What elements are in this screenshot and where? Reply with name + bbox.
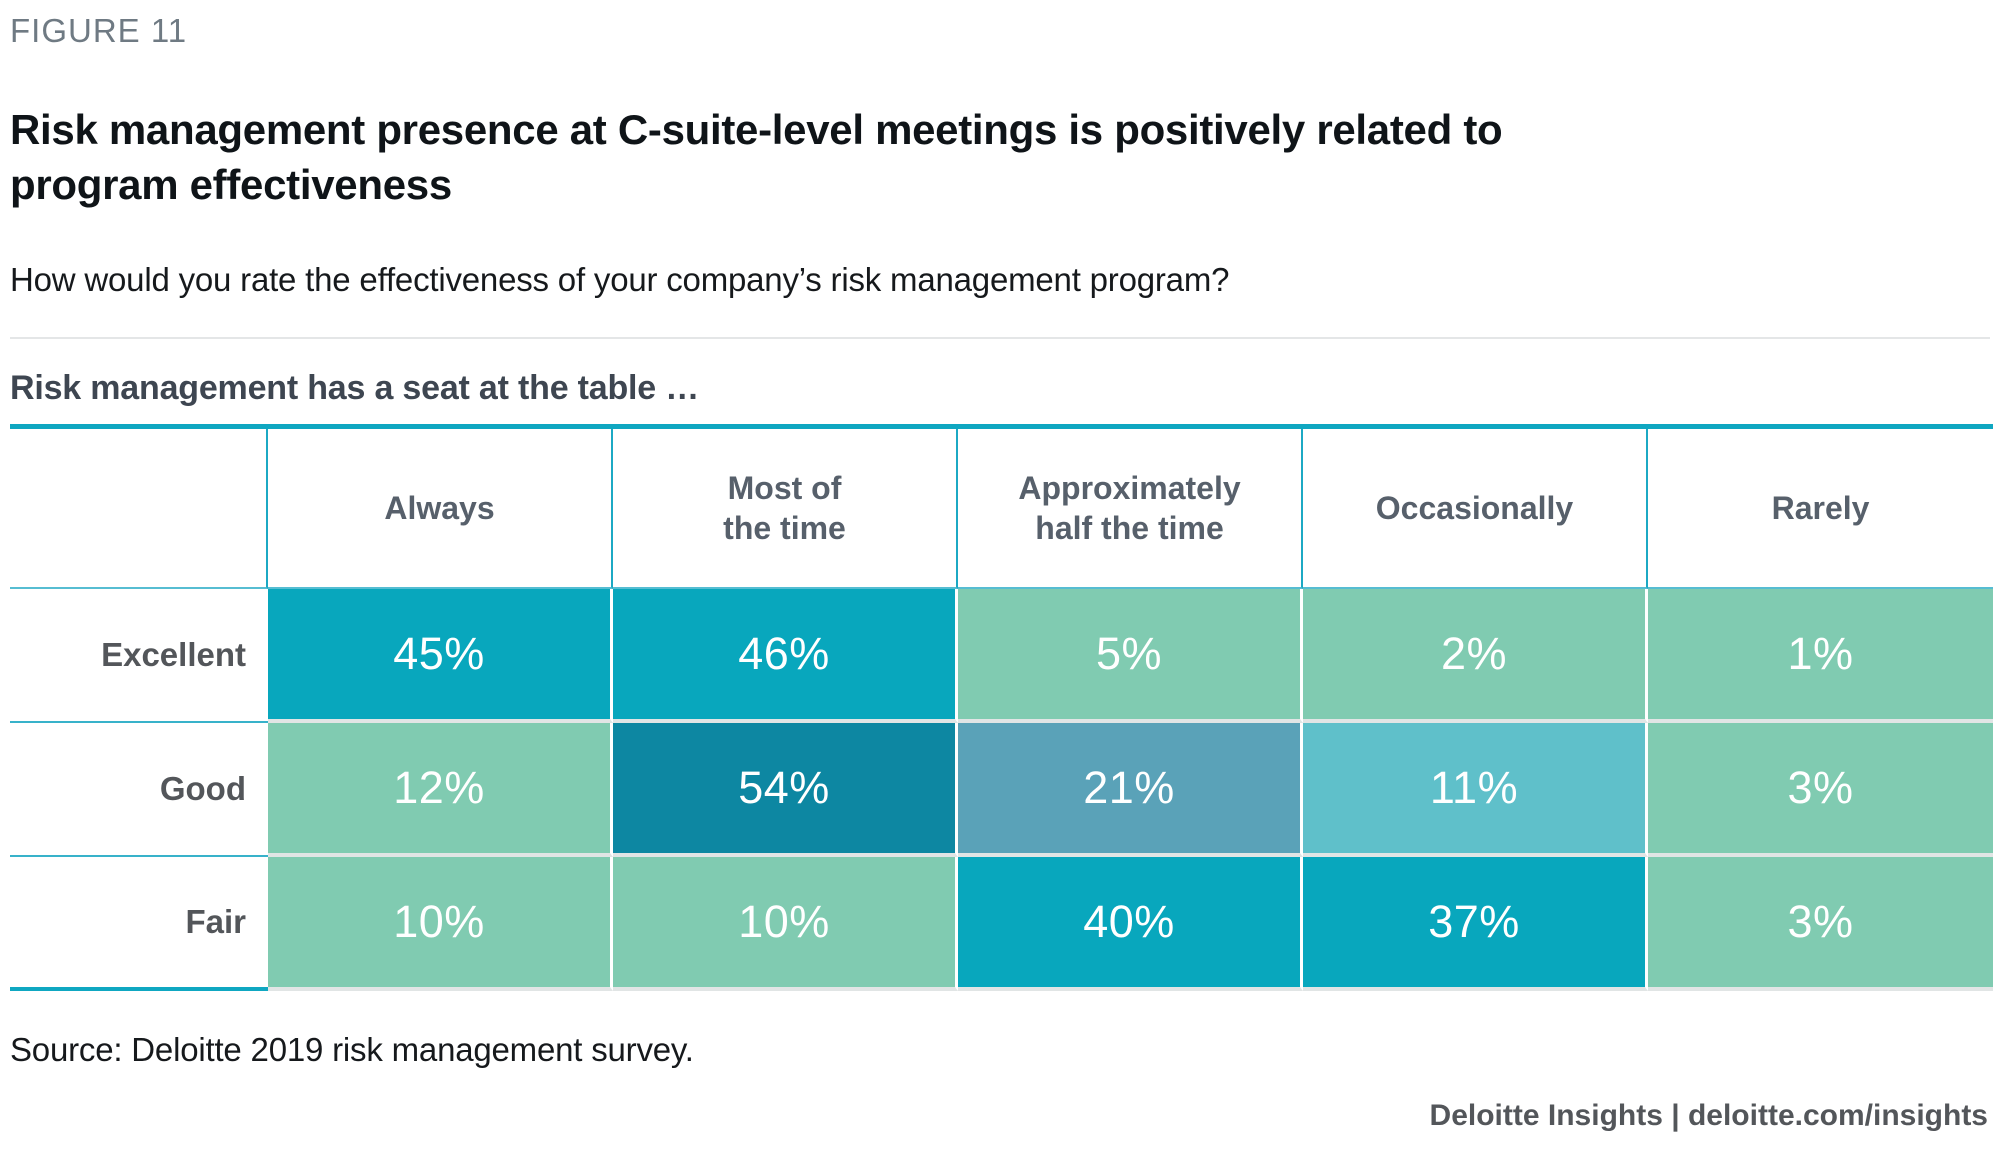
- row-label-fair: Fair: [10, 856, 268, 991]
- cell-good-always: 12%: [268, 722, 613, 857]
- cell-excellent-most-of-the-time: 46%: [613, 588, 958, 723]
- cell-good-approximately-half: 21%: [958, 722, 1303, 857]
- heatmap-table: Always Most of the time Approximately ha…: [10, 423, 1993, 991]
- cell-fair-rarely: 3%: [1648, 856, 1993, 991]
- column-header-rarely: Rarely: [1648, 428, 1993, 589]
- corner-cell: [10, 428, 268, 589]
- cell-excellent-rarely: 1%: [1648, 588, 1993, 723]
- table-section-header: Risk management has a seat at the table …: [10, 368, 700, 407]
- cell-excellent-occasionally: 2%: [1303, 588, 1648, 723]
- row-label-good: Good: [10, 722, 268, 857]
- divider-line: [10, 336, 1990, 339]
- figure-title: Risk management presence at C-suite-leve…: [10, 106, 1503, 209]
- cell-fair-approximately-half: 40%: [958, 856, 1303, 991]
- cell-good-occasionally: 11%: [1303, 722, 1648, 857]
- cell-excellent-approximately-half: 5%: [958, 588, 1303, 723]
- cell-good-most-of-the-time: 54%: [613, 722, 958, 857]
- figure-number-label: FIGURE 11: [10, 12, 188, 49]
- cell-fair-occasionally: 37%: [1303, 856, 1648, 991]
- cell-excellent-always: 45%: [268, 588, 613, 723]
- column-header-occasionally: Occasionally: [1303, 428, 1648, 589]
- column-header-always: Always: [268, 428, 613, 589]
- survey-question: How would you rate the effectiveness of …: [10, 260, 1230, 298]
- row-label-excellent: Excellent: [10, 588, 268, 723]
- cell-fair-most-of-the-time: 10%: [613, 856, 958, 991]
- source-note: Source: Deloitte 2019 risk management su…: [10, 1030, 694, 1068]
- deloitte-insights-credit: Deloitte Insights | deloitte.com/insight…: [1429, 1099, 1988, 1132]
- column-header-most-of-the-time: Most of the time: [613, 428, 958, 589]
- cell-good-rarely: 3%: [1648, 722, 1993, 857]
- column-header-approximately-half-the-time: Approximately half the time: [958, 428, 1303, 589]
- cell-fair-always: 10%: [268, 856, 613, 991]
